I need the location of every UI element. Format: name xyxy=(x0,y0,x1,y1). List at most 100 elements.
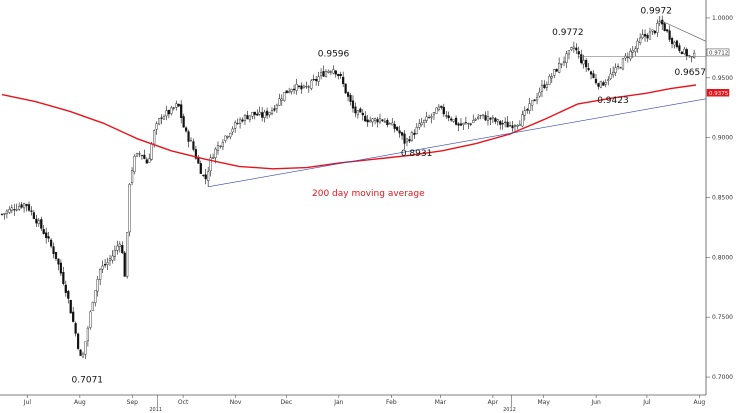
candle-body xyxy=(589,71,593,75)
candle-body xyxy=(91,301,94,311)
candle-body xyxy=(452,119,455,122)
candle-body xyxy=(373,118,377,121)
candle-body xyxy=(150,143,153,160)
candle-body xyxy=(219,145,222,147)
candle-body xyxy=(572,46,575,49)
candle-body xyxy=(263,111,266,118)
candle-body xyxy=(280,98,283,101)
candle-body xyxy=(300,85,303,90)
candle-body xyxy=(629,51,632,60)
candle-body xyxy=(575,47,578,51)
candle-body xyxy=(562,61,566,63)
candle-body xyxy=(464,122,467,124)
candle-body xyxy=(526,109,529,111)
candle-body xyxy=(501,123,504,125)
candle-body xyxy=(675,40,679,48)
price-annotation: 0.9596 xyxy=(318,49,350,59)
candle-body xyxy=(47,236,50,239)
candle-body xyxy=(74,323,77,334)
candle-body xyxy=(376,119,379,123)
candle-body xyxy=(290,89,293,92)
candle-body xyxy=(307,86,310,88)
price-annotation: 0.9972 xyxy=(640,6,672,16)
candle-body xyxy=(609,73,612,79)
x-tick-label: Nov xyxy=(230,399,242,406)
x-axis: Jul Aug Sep Oct Nov Dec Jan Feb Mar Apr May Jun Jul A… xyxy=(23,395,705,413)
candle-body xyxy=(597,83,600,87)
candle-body xyxy=(268,112,271,116)
candle-body xyxy=(177,103,180,107)
candle-body xyxy=(101,265,104,270)
candle-body xyxy=(103,264,107,266)
candle-body xyxy=(79,349,82,356)
year-label: 2012 xyxy=(503,407,516,413)
candle-body xyxy=(52,246,55,255)
candle-body xyxy=(410,132,413,141)
candle-body xyxy=(59,262,63,274)
y-tick-label: 0.8500 xyxy=(712,195,733,202)
candle-body xyxy=(442,106,445,115)
candle-body xyxy=(612,71,615,76)
candle-body xyxy=(40,219,43,229)
candle-body xyxy=(317,76,320,82)
candle-body xyxy=(216,145,220,151)
candle-body xyxy=(8,209,11,213)
candle-body xyxy=(462,122,465,125)
candle-body xyxy=(202,174,205,176)
candle-body xyxy=(128,184,131,233)
candle-body xyxy=(118,243,121,247)
candle-body xyxy=(67,291,70,299)
candle-body xyxy=(211,157,215,159)
candle-body xyxy=(42,229,45,234)
candle-body xyxy=(648,31,652,40)
candle-body xyxy=(513,125,517,127)
candle-body xyxy=(121,245,124,254)
candle-body xyxy=(398,130,401,134)
candle-body xyxy=(680,51,683,55)
candle-body xyxy=(106,262,109,265)
candle-body xyxy=(405,138,409,143)
candle-body xyxy=(45,232,48,239)
candle-body xyxy=(553,69,556,76)
candle-body xyxy=(319,72,323,76)
candle-body xyxy=(631,49,634,53)
candle-body xyxy=(400,132,404,136)
candle-body xyxy=(396,126,399,131)
candle-body xyxy=(658,21,661,24)
candle-body xyxy=(582,60,585,65)
candle-body xyxy=(81,353,85,358)
candle-body xyxy=(297,85,301,87)
candle-body xyxy=(49,239,53,247)
candle-body xyxy=(94,290,97,304)
candle-body xyxy=(359,108,362,113)
candle-body xyxy=(295,83,298,91)
candle-body xyxy=(543,84,546,89)
candle-body xyxy=(437,106,440,110)
candle-body xyxy=(489,117,492,120)
candle-body xyxy=(351,100,355,109)
candle-body xyxy=(167,110,170,115)
candle-body xyxy=(504,121,507,123)
x-tick-label: Dec xyxy=(281,399,293,406)
candle-body xyxy=(111,255,114,261)
price-tag xyxy=(706,48,730,57)
candle-body xyxy=(445,115,448,117)
candle-body xyxy=(535,97,539,101)
candle-body xyxy=(231,128,234,133)
candle-body xyxy=(540,85,544,92)
candle-body xyxy=(292,88,296,91)
candle-body xyxy=(474,119,477,121)
x-tick-label: May xyxy=(537,399,550,406)
candle-body xyxy=(469,123,472,125)
candle-body xyxy=(378,118,382,123)
y-axis: 0.7000 0.7500 0.8000 0.8500 0.9000 0.9500 1.00… xyxy=(706,15,733,381)
candle-body xyxy=(486,116,490,121)
candle-body xyxy=(3,213,6,215)
candle-body xyxy=(130,170,134,184)
candle-body xyxy=(69,299,72,314)
candle-body xyxy=(371,118,374,123)
candle-body xyxy=(604,82,607,85)
candle-body xyxy=(683,48,686,55)
candle-body xyxy=(153,130,156,145)
